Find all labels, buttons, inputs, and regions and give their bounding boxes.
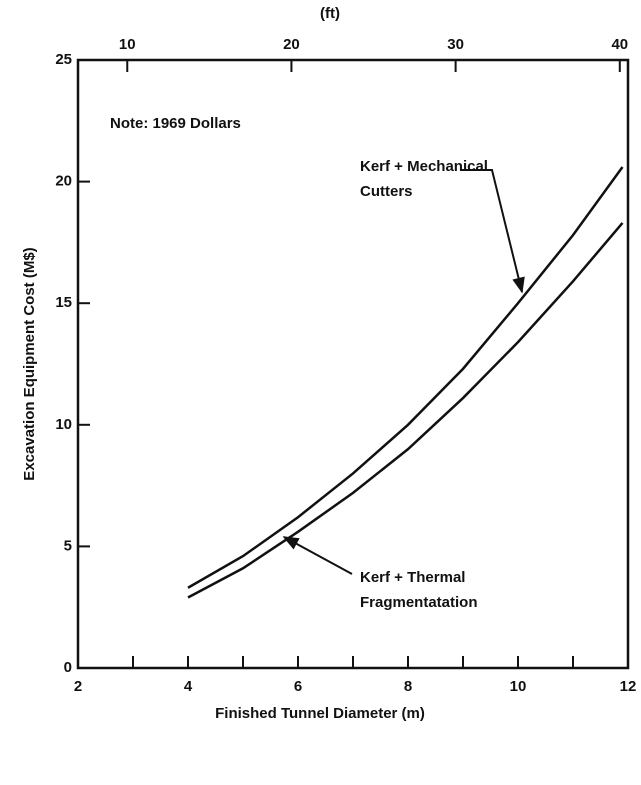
annotation: Kerf + Thermal <box>360 569 465 586</box>
x2-tick-label: 40 <box>611 36 628 53</box>
y-tick-label: 5 <box>64 537 72 554</box>
x2-axis-label: (ft) <box>320 5 340 22</box>
annotation-arrow <box>460 169 525 294</box>
y-tick-label: 25 <box>55 51 72 68</box>
annotation: Fragmentatation <box>360 594 478 611</box>
annotation: Cutters <box>360 183 413 200</box>
x2-tick-label: 10 <box>119 36 136 53</box>
annotation: Kerf + Mechanical <box>360 158 488 175</box>
series-line <box>187 222 624 599</box>
note: Note: 1969 Dollars <box>110 115 241 132</box>
annotation-arrow <box>282 536 353 575</box>
x2-tick-label: 20 <box>283 36 300 53</box>
y-tick-label: 15 <box>55 294 72 311</box>
series-line <box>187 166 624 589</box>
y-tick-label: 10 <box>55 416 72 433</box>
x-tick-label: 2 <box>74 678 82 695</box>
x-tick-label: 10 <box>510 678 527 695</box>
y-axis-label: Excavation Equipment Cost (M$) <box>21 247 38 480</box>
x2-tick-label: 30 <box>447 36 464 53</box>
x-tick-label: 4 <box>184 678 193 695</box>
plot-frame <box>76 58 630 670</box>
x-tick-label: 8 <box>404 678 412 695</box>
x-tick-label: 6 <box>294 678 302 695</box>
y-tick-label: 0 <box>64 659 72 676</box>
y-tick-label: 20 <box>55 173 72 190</box>
x-axis-label: Finished Tunnel Diameter (m) <box>215 705 425 722</box>
x-tick-label: 12 <box>620 678 637 695</box>
